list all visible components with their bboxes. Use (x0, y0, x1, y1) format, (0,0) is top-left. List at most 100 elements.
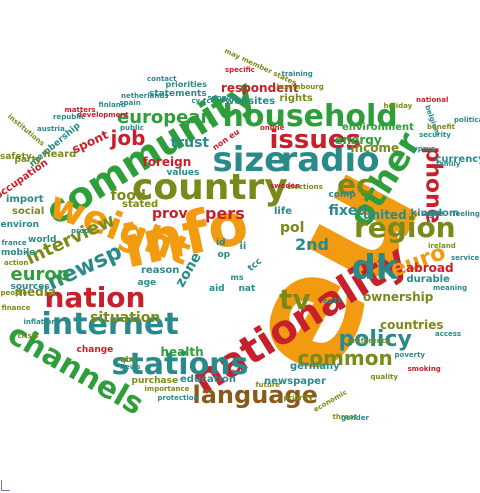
cloud-word: national (416, 95, 449, 104)
cloud-word: holiday (383, 101, 413, 110)
cloud-word: tv (279, 283, 311, 316)
cloud-word: media (14, 285, 56, 299)
cloud-word: preference (347, 336, 391, 345)
cloud-word: respondent (221, 81, 299, 95)
corner-bracket (1, 480, 10, 491)
cloud-word: ireland (428, 241, 456, 250)
cloud-word: safety (0, 151, 32, 162)
cloud-word: austria (37, 124, 65, 133)
cloud-word: stations (111, 347, 249, 382)
cloud-word: people (0, 288, 28, 297)
cloud-word: matters (64, 105, 96, 114)
cloud-word: smoking (407, 364, 441, 373)
cloud-word: crisis (17, 331, 39, 340)
cloud-word: public (120, 123, 144, 132)
cloud-word: importance (144, 384, 190, 393)
cloud-word: news (120, 362, 141, 371)
cloud-word: food (110, 188, 146, 204)
cloud-word: environment (342, 122, 414, 133)
cloud-word: protection (157, 393, 199, 402)
cloud-word: specific (225, 65, 255, 74)
cloud-word: service (451, 253, 480, 262)
cloud-word: situation (90, 310, 161, 326)
cloud-word: heard (43, 149, 77, 160)
cloud-word: access (435, 329, 462, 338)
cloud-word: priorities (165, 80, 207, 89)
cloud-word: sweden (270, 181, 301, 190)
cloud-word: quality (370, 372, 398, 381)
cloud-word: future (255, 380, 281, 389)
cloud-word: contact (147, 74, 177, 83)
cloud-word: france (1, 238, 27, 247)
cloud-word: kingdom (410, 208, 460, 219)
cloud-word: social (12, 206, 45, 217)
cloud-word: statements (149, 88, 207, 99)
cloud-word: reason (141, 265, 180, 276)
cloud-word: age (137, 277, 157, 288)
cloud-word: countries (380, 318, 444, 332)
cloud-word: household (222, 99, 398, 134)
cloud-word: action (4, 258, 29, 267)
cloud-word: world (28, 234, 57, 245)
cloud-word: ms (230, 273, 244, 282)
cloud-word: region (354, 211, 456, 244)
cloud-word: foreign (142, 155, 192, 169)
cloud-word: life (274, 206, 292, 217)
cloud-word: cyprus (409, 144, 436, 153)
cloud-word: rights (279, 93, 313, 104)
cloud-word: import (6, 194, 44, 205)
cloud-word: trust (170, 135, 210, 151)
cloud-word: prod (71, 226, 90, 235)
cloud-word: luxembourg (276, 82, 324, 91)
cloud-word: eu27 (322, 296, 342, 305)
cloud-word: size (212, 140, 288, 180)
cloud-word: cy-tcc (191, 96, 215, 105)
cloud-word: stated (122, 199, 159, 210)
cloud-word: benefit (427, 122, 456, 131)
cloud-word: prov (152, 206, 188, 222)
cloud-word: pers (205, 204, 245, 223)
cloud-word: health (160, 345, 204, 359)
cloud-word: development (77, 110, 129, 119)
cloud-word: united (363, 208, 407, 222)
cloud-word: radio (280, 140, 380, 180)
cloud-word: newspaper (264, 376, 326, 387)
cloud-word: vote (421, 208, 444, 219)
cloud-word: online (260, 123, 285, 132)
cloud-word: income (350, 141, 400, 155)
cloud-word: op (217, 249, 231, 260)
cloud-word: policy (338, 327, 412, 352)
cloud-word: party (14, 154, 42, 165)
cloud-word: priority (283, 393, 313, 402)
cloud-word: elections (287, 182, 323, 191)
cloud-word: ii (239, 241, 247, 252)
cloud-word: energy (334, 133, 382, 147)
cloud-word: spain (119, 98, 141, 107)
cloud-word: pol (280, 220, 305, 236)
cloud-word: aid (209, 283, 225, 294)
cloud-word: ownership (363, 290, 434, 304)
cloud-word: issues (269, 125, 361, 155)
cloud-word: qbs (120, 355, 137, 364)
cloud-word: education (180, 374, 236, 385)
cloud-word: abroad (406, 261, 454, 275)
cloud-word: republic (53, 112, 86, 121)
cloud-word: training (281, 69, 313, 78)
cloud-word: family (436, 159, 461, 168)
cloud-word: poverty (394, 350, 426, 359)
cloud-word: country (132, 167, 288, 208)
cloud-word: threat (332, 412, 358, 421)
cloud-word: values (166, 167, 200, 178)
cloud-word: political (454, 115, 480, 124)
cloud-word: european (117, 107, 214, 128)
cloud-word: 2nd (295, 235, 329, 254)
cloud-word: meaning (433, 283, 468, 292)
cloud-word: finland (98, 100, 126, 109)
cloud-word: job (110, 126, 146, 150)
cloud-word: comp (328, 189, 356, 200)
cloud-word: internet (41, 307, 179, 342)
cloud-word: dk (351, 248, 399, 288)
cloud-word: language (192, 381, 318, 409)
cloud-word: support (207, 93, 239, 102)
